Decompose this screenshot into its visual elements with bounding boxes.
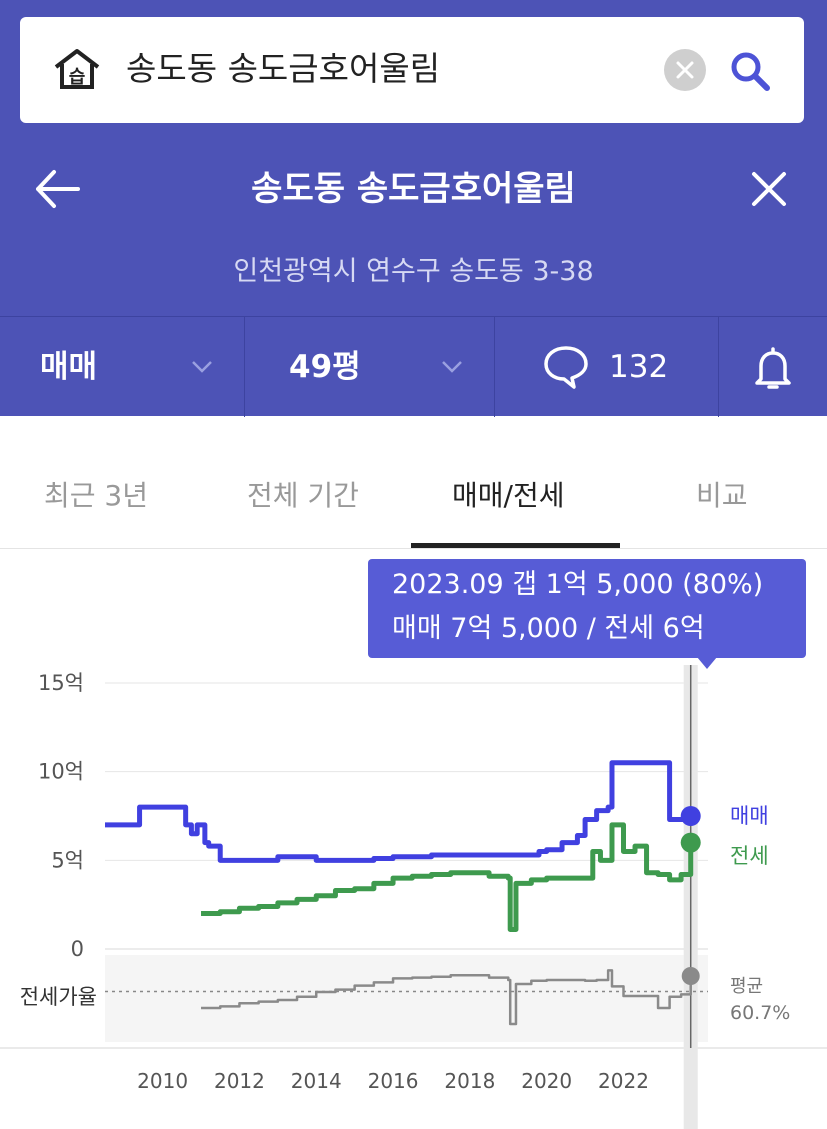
area-label: 49평	[289, 349, 361, 385]
close-icon[interactable]	[746, 166, 792, 212]
x-tick-label: 2020	[521, 1069, 572, 1093]
bell-icon	[755, 347, 791, 389]
average-label: 평균	[730, 976, 763, 997]
tab-bar: 최근 3년 전체 기간 매매/전세 비교	[0, 416, 827, 549]
search-bar[interactable]: 습 송도동 송도금호어울림	[20, 17, 804, 123]
jeonse-ratio-line	[201, 969, 692, 1026]
x-tick-label: 2014	[291, 1069, 342, 1093]
ratio-panel-bg	[105, 955, 708, 1042]
speech-bubble-icon	[544, 346, 588, 389]
back-arrow-icon[interactable]	[30, 166, 84, 212]
comment-count: 132	[609, 349, 669, 385]
y-tick-label: 5억	[51, 848, 84, 872]
clear-icon[interactable]	[664, 49, 706, 91]
grid	[105, 682, 708, 950]
x-tick-label: 2016	[368, 1069, 419, 1093]
sale-series-label: 매매	[730, 804, 769, 828]
app-header: 습 송도동 송도금호어울림 송도동 송도금호어울림 인천광역시 연수구 송도동 …	[0, 0, 827, 417]
comments-button[interactable]: 132	[494, 317, 719, 417]
active-tab-indicator	[411, 543, 620, 548]
tab-compare[interactable]: 비교	[696, 479, 748, 512]
page-title: 송도동 송도금호어울림	[251, 169, 576, 209]
price-chart[interactable]: 15억 10억 5억 0 2010 2012 2014 2016 2018 2020 2022 전…	[0, 549, 827, 1129]
jeonse-line	[201, 822, 694, 932]
y-tick-label: 0	[71, 937, 84, 961]
x-axis: 2010 2012 2014 2016 2018 2020 2022	[137, 1069, 649, 1093]
chevron-down-icon	[442, 361, 462, 373]
x-tick-label: 2018	[444, 1069, 495, 1093]
ratio-point	[681, 967, 700, 985]
jeonse-point	[680, 832, 701, 853]
filter-toolbar: 매매 49평 132	[0, 316, 827, 417]
chevron-down-icon	[192, 361, 212, 373]
x-tick-label: 2012	[214, 1069, 265, 1093]
jeonse-series-label: 전세	[730, 844, 769, 868]
tooltip-line-1: 2023.09 갭 1억 5,000 (80%)	[392, 569, 764, 600]
sale-line	[105, 760, 694, 863]
address-text: 인천광역시 연수구 송도동 3-38	[233, 256, 594, 287]
x-tick-label: 2010	[137, 1069, 188, 1093]
sale-point	[680, 806, 701, 826]
notification-button[interactable]	[718, 317, 827, 417]
tab-all-period[interactable]: 전체 기간	[247, 479, 359, 512]
tooltip-pointer	[697, 657, 717, 669]
svg-text:습: 습	[69, 67, 86, 88]
house-icon: 습	[54, 49, 100, 89]
deal-type-label: 매매	[40, 349, 98, 385]
y-tick-label: 10억	[38, 760, 84, 784]
tooltip-line-2: 매매 7억 5,000 / 전세 6억	[392, 613, 705, 644]
ratio-panel-label: 전세가율	[20, 985, 97, 1009]
y-tick-label: 15억	[38, 671, 84, 695]
deal-type-dropdown[interactable]: 매매	[0, 317, 245, 417]
search-icon[interactable]	[726, 47, 774, 95]
y-axis: 15억 10억 5억 0	[38, 671, 84, 961]
chart-tooltip: 2023.09 갭 1억 5,000 (80%) 매매 7억 5,000 / 전…	[368, 559, 806, 658]
x-tick-label: 2022	[598, 1069, 649, 1093]
tab-sale-jeonse[interactable]: 매매/전세	[452, 479, 565, 512]
tab-recent-3y[interactable]: 최근 3년	[44, 479, 148, 512]
search-input[interactable]: 송도동 송도금호어울림	[126, 49, 441, 88]
average-value: 60.7%	[730, 1002, 790, 1024]
area-dropdown[interactable]: 49평	[244, 317, 495, 417]
